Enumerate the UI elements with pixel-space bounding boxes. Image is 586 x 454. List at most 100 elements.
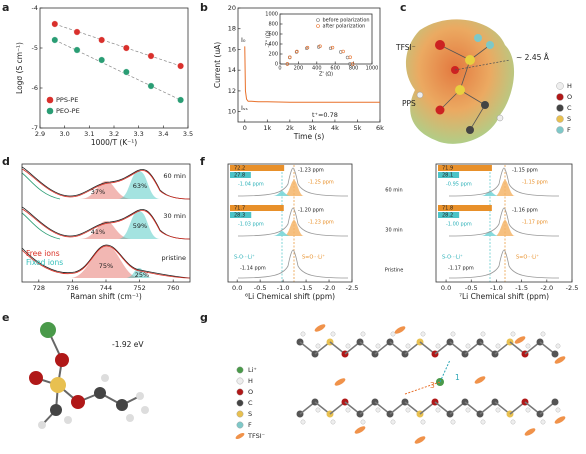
- data-point: [304, 46, 309, 50]
- x-tick-label: 2k: [286, 124, 294, 132]
- x-tick-label: 6k: [376, 124, 384, 132]
- plot-frame: [237, 7, 381, 123]
- x-tick-label: 5k: [354, 124, 362, 132]
- legend-marker: [316, 24, 320, 28]
- x-tick-label: 0: [243, 124, 247, 132]
- diagram-label: 3: [430, 381, 435, 390]
- nmr-spectra: [237, 165, 560, 282]
- atom: [555, 407, 561, 413]
- plot-frame: [279, 13, 373, 65]
- legend-marker: [236, 366, 244, 374]
- y-tick-label: 20: [228, 4, 236, 12]
- data-point: [285, 62, 290, 66]
- x-tick-label: 1000: [366, 66, 379, 72]
- y-tick-label: 400: [268, 42, 278, 48]
- legend-label: O: [567, 93, 572, 101]
- x-tick-label: 800: [349, 66, 359, 72]
- data-point: [328, 46, 333, 50]
- atom: [510, 331, 516, 337]
- y-tick-label: 14: [228, 66, 236, 74]
- x-tick-label: 3.5: [183, 130, 193, 138]
- coordination: [439, 359, 451, 383]
- y-tick-label: 18: [228, 25, 236, 33]
- legend-marker: [556, 126, 564, 134]
- raman-spectra: [21, 166, 191, 279]
- molecule-part: [71, 395, 85, 409]
- molecule-part: [64, 416, 72, 424]
- peak-label: -1.20 ppm: [298, 208, 324, 214]
- y-tick-label: -5: [32, 44, 38, 52]
- x-tick-label: 600: [330, 66, 340, 72]
- tfsi-anion: [394, 326, 406, 334]
- data-point: [51, 20, 59, 28]
- esp-surface-part: [405, 19, 515, 144]
- atom: [551, 398, 559, 406]
- peak-label: -1.00 ppm: [446, 222, 472, 228]
- peak-label: -1.17 ppm: [448, 266, 474, 272]
- x-tick-label: 1k: [263, 124, 271, 132]
- legend-marker: [236, 410, 244, 418]
- fraction-bar: [438, 205, 492, 211]
- bar-label: 28.1: [442, 173, 453, 179]
- legend-label: S: [567, 115, 571, 123]
- atom: [450, 419, 456, 425]
- peak-label: -1.04 ppm: [238, 182, 264, 188]
- atom: [405, 407, 411, 413]
- y-tick-label: 600: [268, 32, 278, 38]
- atom: [435, 407, 441, 413]
- molecule-part: [94, 387, 106, 399]
- legend-label: H: [248, 377, 253, 385]
- molecule-part: [136, 392, 144, 400]
- legend-marker: [46, 96, 54, 104]
- percent-label: 63%: [133, 182, 147, 190]
- tfsi-anion: [334, 378, 346, 386]
- data-point: [341, 49, 345, 54]
- fraction-bar: [230, 165, 285, 171]
- esp-surface-part: [435, 40, 445, 50]
- peak-label: -1.23 ppm: [308, 220, 334, 226]
- data-point: [177, 96, 185, 104]
- x-tick-label: 0.0: [232, 284, 242, 292]
- data-point: [330, 45, 335, 50]
- diagram-label: PPS: [402, 99, 416, 108]
- legend-marker: [236, 421, 244, 429]
- tfsi-anion: [554, 356, 566, 364]
- data-point: [350, 62, 355, 66]
- tfsi-anion: [354, 426, 366, 434]
- esp-surface-part-part: [459, 59, 471, 91]
- legend-label: C: [248, 399, 253, 407]
- data-point: [147, 82, 155, 90]
- esp-surface-part: [465, 55, 475, 65]
- bar-label: 71.9: [442, 166, 453, 172]
- x-axis-label: Raman shift (cm⁻¹): [70, 292, 142, 301]
- peak-label: -1.23 ppm: [298, 168, 324, 174]
- esp-surface-part: [486, 41, 494, 49]
- tfsi-anion: [474, 376, 486, 384]
- molecule-part: [38, 421, 46, 429]
- legend-label: Fixed ions: [26, 258, 63, 267]
- legend-marker: [46, 107, 54, 115]
- atom: [315, 343, 321, 349]
- legend-label: Free ions: [26, 249, 60, 258]
- peak-label: -1.14 ppm: [240, 266, 266, 272]
- row-label: Pristine: [385, 268, 404, 274]
- row-label: pristine: [162, 254, 186, 262]
- esp-surface-part: [416, 91, 424, 99]
- atom: [330, 419, 336, 425]
- fraction-bar: [438, 165, 492, 171]
- bar-label: 71.7: [234, 206, 245, 212]
- x-tick-label: -2.0: [323, 284, 336, 292]
- bar-label: 72.2: [234, 166, 245, 172]
- y-tick-label: -6: [32, 84, 38, 92]
- x-tick-label: 3k: [308, 124, 316, 132]
- y-tick-label: 16: [228, 45, 236, 53]
- data-point: [318, 44, 322, 48]
- peak-label: S-O···Li⁺: [234, 255, 255, 261]
- row-label: 60 min: [385, 188, 402, 194]
- fraction-bar: [438, 212, 460, 218]
- legend-label: TFSI⁻: [247, 432, 265, 440]
- bar-label: 28.2: [442, 213, 453, 219]
- x-tick-label: -0.5: [465, 284, 478, 292]
- x-axis-label: Time (s): [293, 132, 325, 141]
- peak-label: -1.15 ppm: [522, 180, 548, 186]
